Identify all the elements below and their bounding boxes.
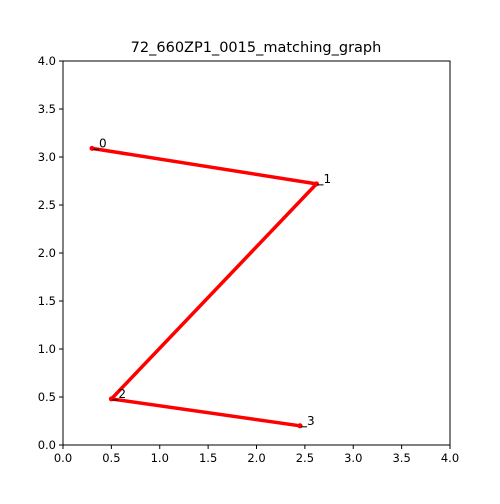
x-tick-label: 2.5	[296, 451, 314, 465]
node-label-1: 1	[323, 172, 331, 186]
x-tick-label: 0.5	[102, 451, 120, 465]
x-tick-label: 3.5	[392, 451, 410, 465]
y-tick-label: 1.5	[38, 294, 56, 308]
graph-edges	[90, 146, 319, 428]
y-tick-label: 3.0	[38, 150, 56, 164]
x-tick-label: 0.0	[54, 451, 72, 465]
x-tick-label: 1.0	[151, 451, 169, 465]
y-axis-ticks: 0.0 0.5 1.0 1.5 2.0 2.5 3.0 3.5 4.0	[38, 54, 63, 452]
node-label-0: 0	[99, 136, 107, 150]
edge-2-3	[109, 397, 302, 428]
y-tick-label: 0.0	[38, 438, 56, 452]
y-tick-label: 4.0	[38, 54, 56, 68]
y-tick-label: 2.5	[38, 198, 56, 212]
y-tick-label: 0.5	[38, 390, 56, 404]
y-tick-label: 1.0	[38, 342, 56, 356]
node-label-2: 2	[118, 387, 126, 401]
node-point-2	[108, 396, 114, 402]
x-tick-label: 2.0	[247, 451, 265, 465]
plot-frame	[62, 60, 451, 446]
y-tick-label: 3.5	[38, 102, 56, 116]
x-tick-label: 1.5	[199, 451, 217, 465]
node-point-3	[297, 423, 303, 429]
x-tick-label: 4.0	[441, 451, 459, 465]
edge-0-1	[90, 146, 319, 186]
y-tick-label: 2.0	[38, 246, 56, 260]
chart-title: 72_660ZP1_0015_matching_graph	[131, 40, 382, 56]
x-axis-ticks: 0.0 0.5 1.0 1.5 2.0 2.5 3.0 3.5 4.0	[54, 445, 459, 465]
node-point-1	[313, 181, 319, 187]
graph-nodes: 0 1 2 3	[89, 136, 331, 429]
node-label-3: 3	[307, 414, 315, 428]
node-point-0	[89, 145, 95, 151]
edge-1-2	[109, 182, 319, 401]
x-tick-label: 3.0	[344, 451, 362, 465]
